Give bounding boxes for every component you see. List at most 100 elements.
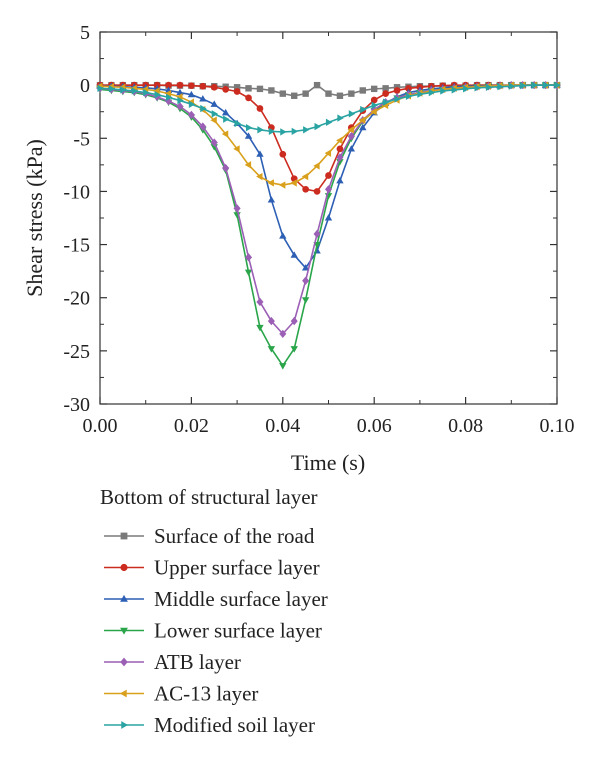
legend-item: Surface of the road [104, 524, 315, 548]
data-point [245, 253, 253, 262]
data-point [393, 87, 401, 94]
data-point [394, 95, 401, 103]
legend-item: Upper surface layer [104, 556, 320, 580]
series-modified-soil-layer [97, 81, 561, 136]
data-point [336, 136, 343, 145]
data-point [313, 162, 320, 170]
data-point [176, 102, 184, 111]
data-point [210, 116, 217, 124]
data-point [531, 81, 538, 89]
data-point [165, 93, 173, 102]
x-axis-title: Time (s) [291, 450, 365, 475]
data-point [543, 81, 550, 89]
data-point [347, 126, 354, 134]
data-point [336, 92, 344, 99]
data-point [120, 86, 127, 94]
data-point [268, 127, 276, 136]
data-point [153, 87, 160, 95]
data-point [222, 86, 230, 93]
data-point [164, 89, 172, 98]
data-point [233, 84, 241, 91]
legend-label: ATB layer [154, 650, 241, 674]
data-point [257, 126, 264, 134]
data-point [199, 122, 207, 131]
y-tick-label: -10 [63, 181, 90, 203]
data-point [131, 87, 139, 95]
data-point [256, 172, 263, 181]
data-point [348, 110, 356, 118]
data-point [428, 88, 436, 97]
data-point [210, 138, 218, 147]
data-point [290, 251, 298, 258]
data-point [324, 185, 333, 194]
legend-item: Modified soil layer [104, 713, 315, 737]
data-point [234, 119, 241, 128]
x-tick-label: 0.08 [448, 415, 483, 437]
legend-label: Modified soil layer [154, 713, 315, 737]
data-point [520, 81, 527, 90]
data-point [336, 153, 344, 162]
data-point [463, 85, 470, 93]
data-point [359, 123, 367, 131]
data-point [313, 229, 321, 239]
data-point [177, 96, 184, 105]
data-point [200, 104, 207, 113]
y-tick-label: 0 [80, 75, 90, 97]
data-point [291, 92, 298, 99]
y-tick-label: -25 [63, 341, 90, 363]
data-point [279, 363, 287, 370]
y-axis-title: Shear stress (kPa) [22, 139, 47, 297]
data-point [302, 90, 309, 97]
data-point [256, 324, 264, 332]
y-tick-label: -5 [73, 128, 90, 150]
legend-title: Bottom of structural layer [100, 485, 318, 509]
data-point [233, 88, 241, 95]
data-point [267, 346, 276, 353]
legend-label: AC-13 layer [154, 682, 258, 706]
legend-marker [121, 721, 129, 729]
data-point [256, 150, 264, 157]
legend-item: ATB layer [104, 650, 241, 674]
data-point [256, 297, 264, 307]
data-point [382, 90, 389, 98]
x-tick-label: 0.04 [265, 415, 300, 437]
data-point [267, 179, 274, 187]
data-point [301, 172, 309, 181]
data-point [313, 188, 321, 195]
series-line [99, 84, 557, 368]
data-point [245, 94, 252, 102]
data-point [302, 185, 310, 193]
data-point [348, 90, 355, 97]
data-point [301, 297, 310, 304]
data-point [176, 88, 184, 96]
data-point [256, 105, 264, 112]
data-point [325, 118, 333, 127]
data-point [143, 88, 150, 97]
data-point [336, 145, 344, 153]
series-lower-surface-layer [96, 82, 561, 370]
y-tick-label: -15 [63, 235, 90, 257]
legend-marker [120, 594, 128, 602]
series-atb-layer [96, 80, 561, 339]
data-point [325, 90, 332, 97]
data-point [290, 179, 297, 187]
data-point [359, 87, 366, 94]
legend-marker [120, 657, 128, 667]
data-point [199, 95, 207, 102]
data-point [325, 172, 332, 179]
data-point [451, 86, 459, 94]
data-point [108, 85, 116, 93]
data-point [485, 83, 493, 91]
data-point [221, 130, 229, 138]
legend: Surface of the road Upper surface layer Mi… [104, 524, 328, 737]
data-point [279, 232, 287, 239]
legend-item: Middle surface layer [104, 587, 328, 611]
data-point [313, 81, 321, 89]
legend-marker [120, 563, 128, 572]
data-point [233, 145, 240, 153]
legend-marker [119, 689, 127, 698]
data-point [279, 150, 287, 158]
data-point [222, 163, 230, 173]
data-point [554, 81, 561, 89]
data-point [370, 96, 378, 104]
